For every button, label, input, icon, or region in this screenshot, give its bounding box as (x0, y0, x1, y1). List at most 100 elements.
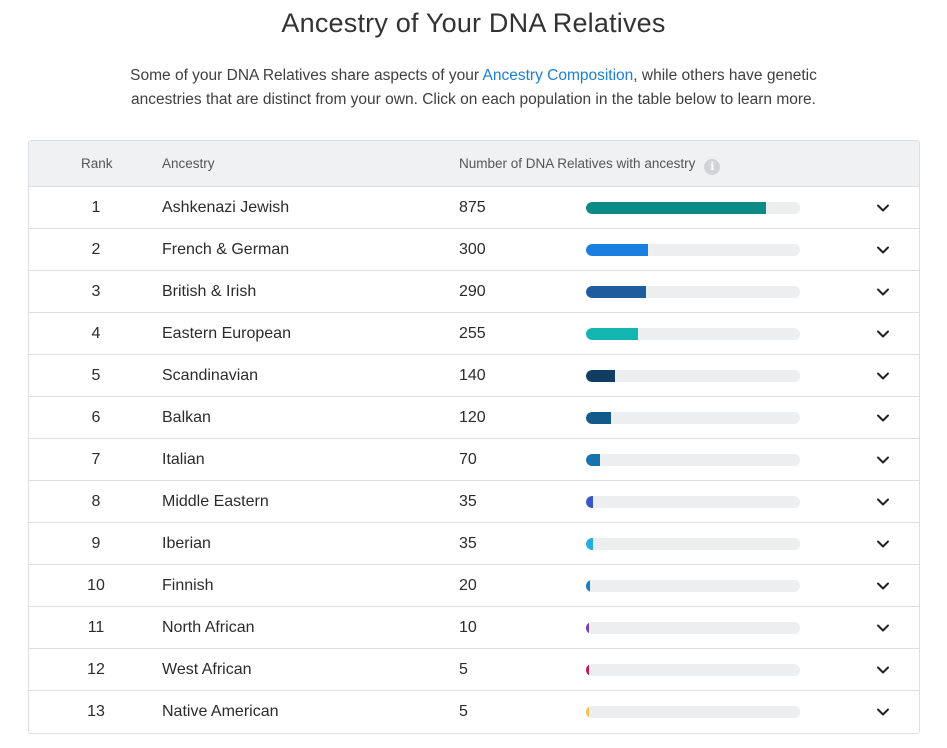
chevron-down-icon[interactable] (875, 410, 891, 426)
count-bar-track (586, 454, 800, 466)
rank-cell: 8 (91, 493, 101, 510)
count-bar-fill (586, 580, 591, 592)
chevron-down-icon[interactable] (875, 620, 891, 636)
count-cell: 120 (459, 409, 486, 426)
count-cell: 300 (459, 241, 486, 258)
chevron-down-icon[interactable] (875, 242, 891, 258)
count-cell: 5 (459, 703, 468, 720)
table-row[interactable]: 3 British & Irish 290 (29, 271, 919, 313)
ancestry-cell: Middle Eastern (162, 493, 269, 510)
rank-cell: 5 (91, 367, 101, 384)
count-cell: 35 (459, 535, 477, 552)
count-cell: 35 (459, 493, 477, 510)
ancestry-cell: West African (162, 661, 252, 678)
page-title: Ancestry of Your DNA Relatives (281, 8, 666, 38)
count-bar-fill (586, 496, 594, 508)
rank-cell: 9 (91, 535, 101, 552)
rank-cell: 3 (91, 283, 101, 300)
count-bar-track (586, 580, 800, 592)
ancestry-cell: Finnish (162, 577, 214, 594)
count-bar-track (586, 244, 800, 256)
count-cell: 20 (459, 577, 477, 594)
ancestry-cell: Ashkenazi Jewish (162, 199, 290, 216)
table-row[interactable]: 1 Ashkenazi Jewish 875 (29, 187, 919, 229)
count-bar-fill (586, 412, 611, 424)
count-cell: 140 (459, 367, 486, 384)
count-column-header: Number of DNA Relatives with ancestry i (459, 156, 721, 175)
count-cell: 10 (459, 619, 477, 636)
count-bar-track (586, 328, 800, 340)
rank-cell: 6 (91, 409, 101, 426)
count-bar-fill (586, 706, 589, 718)
count-bar-track (586, 286, 800, 298)
ancestry-cell: Eastern European (162, 325, 291, 342)
rank-cell: 13 (87, 703, 105, 720)
intro-text-start: Some of your DNA Relatives share aspects… (130, 67, 483, 84)
table-row[interactable]: 2 French & German 300 (29, 229, 919, 271)
ancestry-cell: French & German (162, 241, 290, 258)
chevron-down-icon[interactable] (875, 494, 891, 510)
table-row[interactable]: 8 Middle Eastern 35 (29, 481, 919, 523)
count-bar-track (586, 496, 800, 508)
count-bar-track (586, 622, 800, 634)
chevron-down-icon[interactable] (875, 284, 891, 300)
table-row[interactable]: 9 Iberian 35 (29, 523, 919, 565)
chevron-down-icon[interactable] (875, 326, 891, 342)
count-bar-track (586, 370, 800, 382)
rank-cell: 7 (91, 451, 101, 468)
rank-cell: 10 (87, 577, 105, 594)
count-bar-track (586, 412, 800, 424)
count-bar-fill (586, 370, 615, 382)
count-cell: 255 (459, 325, 486, 342)
chevron-down-icon[interactable] (875, 662, 891, 678)
count-bar-fill (586, 538, 594, 550)
table-row[interactable]: 4 Eastern European 255 (29, 313, 919, 355)
count-cell: 290 (459, 283, 486, 300)
intro-text-end: , while others have genetic ancestries t… (131, 67, 817, 108)
chevron-down-icon[interactable] (875, 452, 891, 468)
table-header: Rank Ancestry Number of DNA Relatives wi… (29, 141, 919, 187)
chevron-down-icon[interactable] (875, 368, 891, 384)
count-bar-fill (586, 244, 648, 256)
table-row[interactable]: 5 Scandinavian 140 (29, 355, 919, 397)
rank-cell: 1 (91, 199, 101, 216)
table-row[interactable]: 6 Balkan 120 (29, 397, 919, 439)
count-bar-fill (586, 328, 639, 340)
count-bar-fill (586, 286, 646, 298)
table-body: 1 Ashkenazi Jewish 875 2 French & German 300 3… (29, 187, 919, 733)
count-bar-track (586, 664, 800, 676)
count-bar-fill (586, 454, 601, 466)
ancestry-cell: Iberian (162, 535, 211, 552)
count-bar-fill (586, 622, 589, 634)
count-bar-fill (586, 664, 589, 676)
count-cell: 875 (459, 199, 486, 216)
ancestry-cell: Italian (162, 451, 205, 468)
info-icon[interactable]: i (704, 159, 721, 175)
chevron-down-icon[interactable] (875, 704, 891, 720)
ancestry-cell: British & Irish (162, 283, 257, 300)
ancestry-cell: Scandinavian (162, 367, 259, 384)
chevron-down-icon[interactable] (875, 200, 891, 216)
ancestry-cell: Balkan (162, 409, 211, 426)
ancestry-table: Rank Ancestry Number of DNA Relatives wi… (28, 140, 920, 734)
ancestry-composition-link[interactable]: Ancestry Composition (482, 67, 634, 84)
count-bar-track (586, 202, 800, 214)
rank-cell: 2 (91, 241, 101, 258)
table-row[interactable]: 13 Native American 5 (29, 691, 919, 733)
table-row[interactable]: 11 North African 10 (29, 607, 919, 649)
count-column-label: Number of DNA Relatives with ancestry (459, 156, 696, 171)
rank-cell: 4 (91, 325, 101, 342)
table-row[interactable]: 12 West African 5 (29, 649, 919, 691)
count-bar-track (586, 538, 800, 550)
chevron-down-icon[interactable] (875, 578, 891, 594)
chevron-down-icon[interactable] (875, 536, 891, 552)
ancestry-cell: North African (162, 619, 255, 636)
rank-cell: 12 (87, 661, 105, 678)
table-row[interactable]: 10 Finnish 20 (29, 565, 919, 607)
rank-column-header: Rank (81, 156, 113, 171)
ancestry-column-header: Ancestry (162, 156, 215, 171)
ancestry-cell: Native American (162, 703, 279, 720)
count-cell: 70 (459, 451, 477, 468)
table-row[interactable]: 7 Italian 70 (29, 439, 919, 481)
count-cell: 5 (459, 661, 468, 678)
